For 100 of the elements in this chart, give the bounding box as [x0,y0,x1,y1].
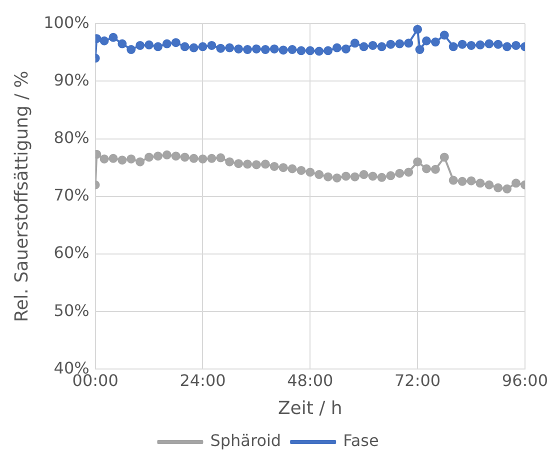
y-tick-label: 90% [54,70,90,90]
point [332,43,342,52]
point [270,44,279,54]
point [153,42,162,52]
point [350,172,360,182]
point [359,42,368,52]
point [386,171,396,180]
point [207,40,216,50]
point [350,38,360,48]
point [162,39,172,48]
point [476,40,485,50]
x-tick-label: 24:00 [180,370,226,390]
point [198,42,208,52]
point [314,170,324,180]
point [100,36,109,46]
point [260,160,270,169]
point [415,45,424,54]
point [448,42,458,52]
y-tick-label: 100% [44,12,90,32]
point [136,40,145,50]
point [171,152,180,161]
point [225,43,234,52]
point [234,159,244,168]
point [126,154,136,164]
x-axis-title: Zeit / h [278,398,342,419]
point [430,164,440,174]
point [404,38,414,48]
point [180,152,190,162]
point [484,180,494,190]
point [242,45,252,54]
x-tick-label: 48:00 [287,370,334,390]
point [413,157,422,166]
point [458,176,467,186]
point [242,160,252,169]
point [377,42,386,52]
point [288,45,297,54]
point [502,184,512,194]
point [118,156,127,165]
point [153,152,162,161]
y-tick-label: 80% [54,128,90,147]
point [126,45,136,54]
point [368,40,378,50]
x-tick-label: 96:00 [502,370,548,390]
point [476,178,485,188]
point [171,38,180,48]
point [216,44,226,53]
point [466,40,476,50]
point [198,154,208,164]
point [440,30,449,40]
point [260,45,270,54]
point [252,160,261,170]
point [296,46,306,56]
point [216,153,226,162]
point [395,168,404,178]
x-tick-label: 72:00 [394,370,441,390]
point [422,36,431,46]
point [306,168,315,177]
point [324,172,333,182]
point [413,24,422,34]
point [189,43,198,52]
point [511,40,520,50]
point [100,154,109,164]
point [458,40,467,49]
legend-label: Fase [343,431,379,450]
point [306,46,315,56]
point [341,44,350,54]
point [502,42,512,52]
point [144,152,154,162]
point [332,173,342,182]
point [136,157,145,166]
point [252,44,261,54]
point [494,183,503,192]
point [484,39,494,48]
point [368,172,378,181]
point [207,154,216,163]
point [430,38,440,47]
point [448,176,458,185]
point [440,152,449,162]
point [225,157,234,166]
point [288,164,297,174]
point [296,166,306,175]
point [324,46,333,56]
point [189,154,198,163]
point [422,164,431,174]
y-axis-title: Rel. Sauerstoffsättigung / % [11,70,32,322]
point [108,32,118,42]
point [404,168,414,177]
point [144,40,154,50]
point [108,154,118,163]
y-tick-label: 70% [54,186,90,205]
point [278,163,288,172]
point [278,46,288,55]
legend-label: Sphäroid [210,431,282,450]
point [377,172,386,182]
y-tick-label: 60% [54,243,90,262]
point [466,176,476,186]
point [162,150,172,160]
point [180,42,190,52]
point [270,162,279,171]
point [395,39,404,48]
